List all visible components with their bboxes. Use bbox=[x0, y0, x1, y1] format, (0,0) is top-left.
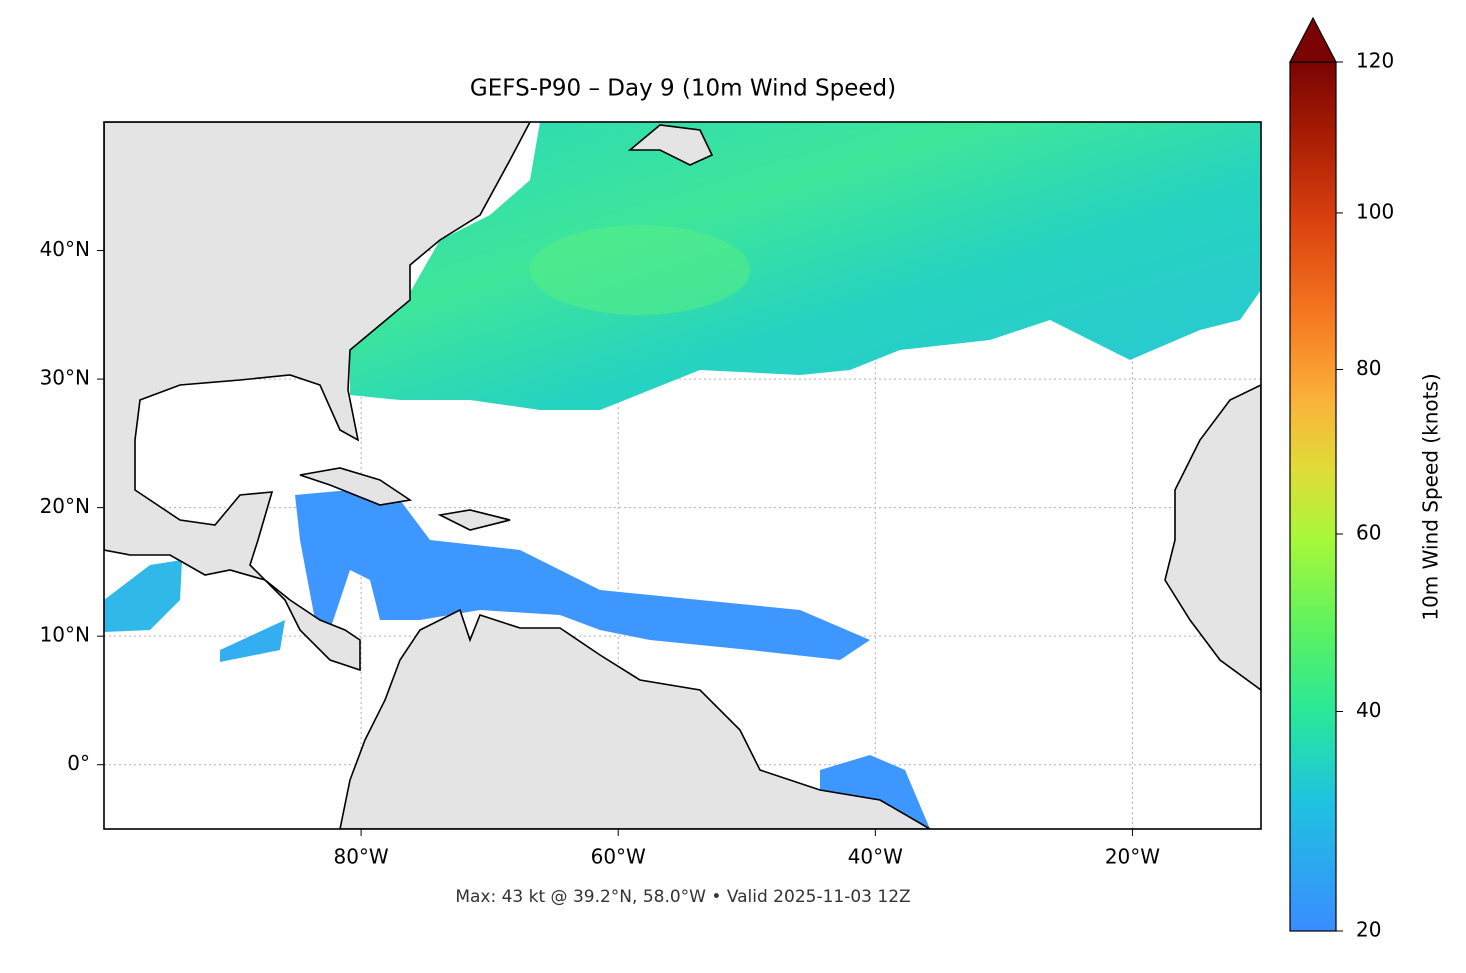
colorbar-tick-label: 60 bbox=[1356, 521, 1381, 545]
map-frame bbox=[103, 121, 1262, 830]
x-tick-label: 60°W bbox=[591, 845, 646, 869]
wind-field bbox=[820, 755, 930, 829]
colorbar-tick-label: 20 bbox=[1356, 918, 1381, 942]
colorbar-tick-label: 120 bbox=[1356, 49, 1394, 73]
land-africa bbox=[1164, 384, 1261, 691]
colorbar-tick-label: 100 bbox=[1356, 199, 1394, 223]
colorbar-tick-label: 80 bbox=[1356, 356, 1381, 380]
wind-field bbox=[104, 560, 182, 632]
colorbar-tick-label: 40 bbox=[1356, 698, 1381, 722]
wind-field bbox=[220, 620, 285, 662]
land-cuba bbox=[299, 467, 413, 506]
y-tick-label: 20°N bbox=[40, 494, 90, 518]
colorbar bbox=[1289, 61, 1337, 932]
footer: Max: 43 kt @ 39.2°N, 58.0°W • Valid 2025… bbox=[455, 887, 910, 907]
colorbar-label: 10m Wind Speed (knots) bbox=[1419, 373, 1443, 620]
wind-max-area bbox=[530, 225, 750, 315]
x-tick-label: 40°W bbox=[848, 845, 903, 869]
y-tick-label: 10°N bbox=[40, 623, 90, 647]
x-tick-label: 80°W bbox=[333, 845, 388, 869]
map-area bbox=[104, 122, 1261, 829]
y-tick-label: 30°N bbox=[40, 366, 90, 390]
x-tick-label: 20°W bbox=[1105, 845, 1160, 869]
y-tick-label: 40°N bbox=[40, 237, 90, 261]
land-hispaniola bbox=[437, 509, 511, 531]
land-north-america bbox=[104, 122, 531, 672]
y-tick-label: 0° bbox=[67, 751, 90, 775]
colorbar-extend bbox=[1289, 16, 1337, 63]
land-south-america bbox=[339, 608, 932, 829]
land-newfoundland bbox=[627, 124, 714, 166]
title: GEFS-P90 – Day 9 (10m Wind Speed) bbox=[470, 76, 896, 102]
wind-field bbox=[350, 122, 1261, 410]
wind-field bbox=[295, 490, 870, 660]
